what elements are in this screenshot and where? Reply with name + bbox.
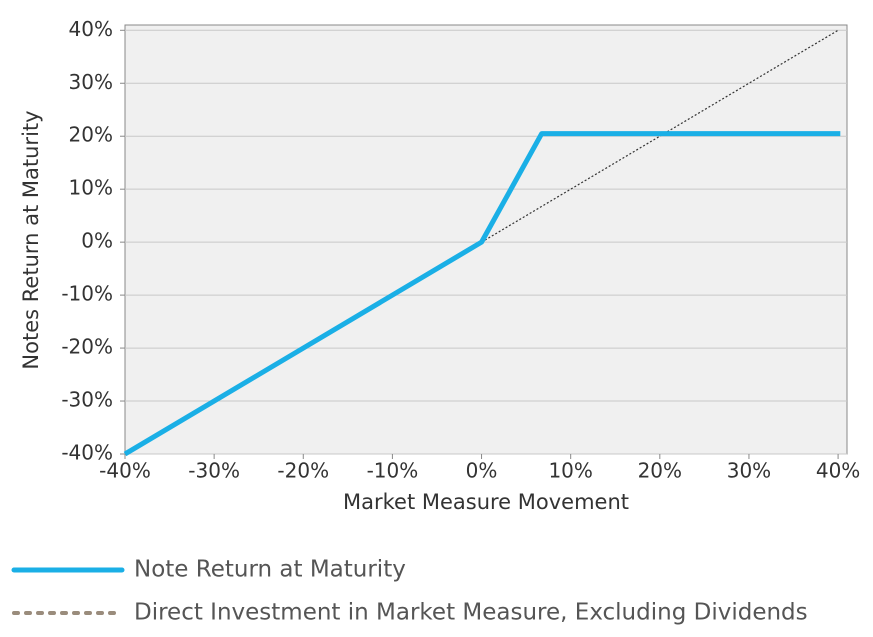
x-tick-label: -20% — [277, 459, 329, 483]
x-axis-title: Market Measure Movement — [343, 490, 629, 514]
x-tick-label: 40% — [816, 459, 860, 483]
y-tick-label: -10% — [61, 282, 113, 306]
y-tick-label: 40% — [69, 17, 113, 41]
series-line — [481, 29, 839, 243]
x-tick-label: -10% — [367, 459, 419, 483]
y-tick-label: -30% — [61, 388, 113, 412]
x-tick-label: 20% — [638, 459, 682, 483]
x-tick-label: -40% — [99, 459, 151, 483]
legend-label: Note Return at Maturity — [134, 557, 406, 583]
legend-label: Direct Investment in Market Measure, Exc… — [134, 600, 808, 626]
x-tick-label: 0% — [466, 459, 498, 483]
y-tick-label: 0% — [81, 229, 113, 253]
y-axis-title: Notes Return at Maturity — [19, 110, 43, 369]
y-tick-label: 30% — [69, 70, 113, 94]
x-tick-label: 10% — [548, 459, 592, 483]
y-tick-label: -20% — [61, 335, 113, 359]
x-tick-label: -30% — [188, 459, 240, 483]
y-tick-label: 20% — [69, 123, 113, 147]
y-tick-label: 10% — [69, 176, 113, 200]
series-line — [123, 131, 841, 457]
x-tick-label: 30% — [727, 459, 771, 483]
y-tick-label: -40% — [61, 441, 113, 465]
